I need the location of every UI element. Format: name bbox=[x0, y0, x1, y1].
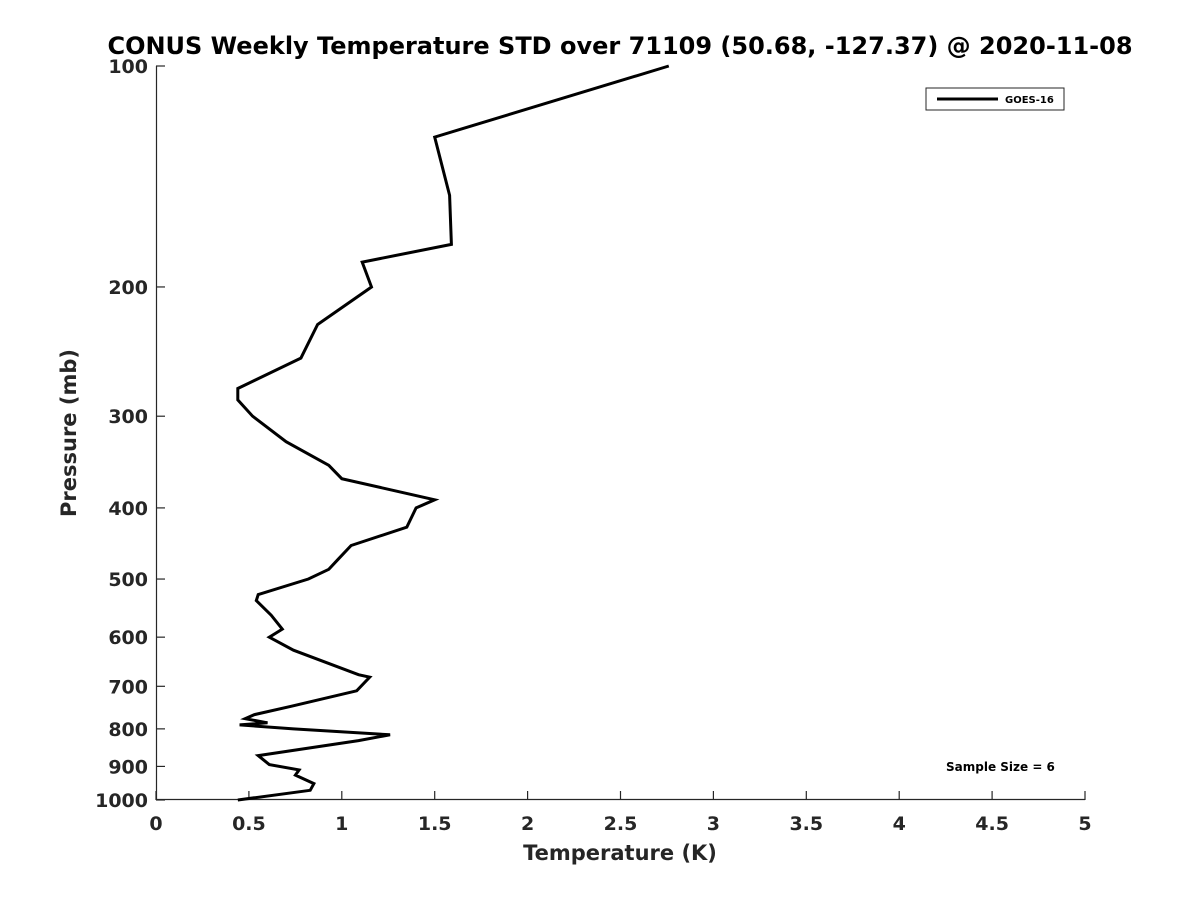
x-tick-label: 5 bbox=[1078, 813, 1091, 835]
x-tick-label: 1 bbox=[335, 813, 348, 835]
y-tick-label: 200 bbox=[108, 277, 148, 299]
x-tick-label: 4 bbox=[893, 813, 906, 835]
x-tick-label: 1.5 bbox=[418, 813, 452, 835]
x-tick-label: 2 bbox=[521, 813, 534, 835]
y-tick-label: 900 bbox=[108, 756, 148, 778]
y-tick-label: 300 bbox=[108, 406, 148, 428]
x-ticks: 0 0.5 1 1.5 2 2.5 3 3.5 4 4.5 5 bbox=[149, 791, 1092, 835]
y-tick-label: 600 bbox=[108, 627, 148, 649]
y-tick-label: 1000 bbox=[95, 790, 148, 812]
x-tick-label: 0.5 bbox=[232, 813, 266, 835]
x-axis-label: Temperature (K) bbox=[523, 841, 717, 865]
series-line-goes-16 bbox=[236, 64, 670, 802]
y-axis-label: Pressure (mb) bbox=[57, 349, 81, 517]
sample-size-annotation: Sample Size = 6 bbox=[946, 760, 1055, 774]
y-tick-label: 100 bbox=[108, 56, 148, 78]
chart-title: CONUS Weekly Temperature STD over 71109 … bbox=[107, 32, 1132, 60]
y-tick-label: 700 bbox=[108, 676, 148, 698]
x-tick-label: 0 bbox=[149, 813, 162, 835]
y-ticks: 100 200 300 400 500 600 700 800 900 1000 bbox=[95, 56, 165, 812]
x-tick-label: 2.5 bbox=[604, 813, 638, 835]
x-tick-label: 3 bbox=[707, 813, 720, 835]
x-tick-label: 4.5 bbox=[975, 813, 1009, 835]
legend-label: GOES-16 bbox=[1005, 95, 1054, 106]
y-tick-label: 500 bbox=[108, 569, 148, 591]
legend: GOES-16 bbox=[925, 87, 1065, 111]
x-tick-label: 3.5 bbox=[789, 813, 823, 835]
y-tick-label: 400 bbox=[108, 498, 148, 520]
y-tick-label: 800 bbox=[108, 719, 148, 741]
